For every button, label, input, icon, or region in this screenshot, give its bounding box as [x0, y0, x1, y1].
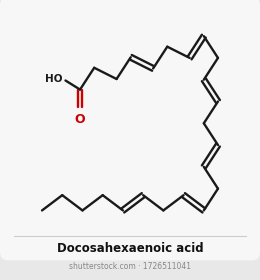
Text: O: O [75, 113, 85, 126]
Text: Docosahexaenoic acid: Docosahexaenoic acid [57, 242, 203, 255]
Text: shutterstock.com · 1726511041: shutterstock.com · 1726511041 [69, 262, 191, 271]
Text: HO: HO [45, 74, 62, 84]
